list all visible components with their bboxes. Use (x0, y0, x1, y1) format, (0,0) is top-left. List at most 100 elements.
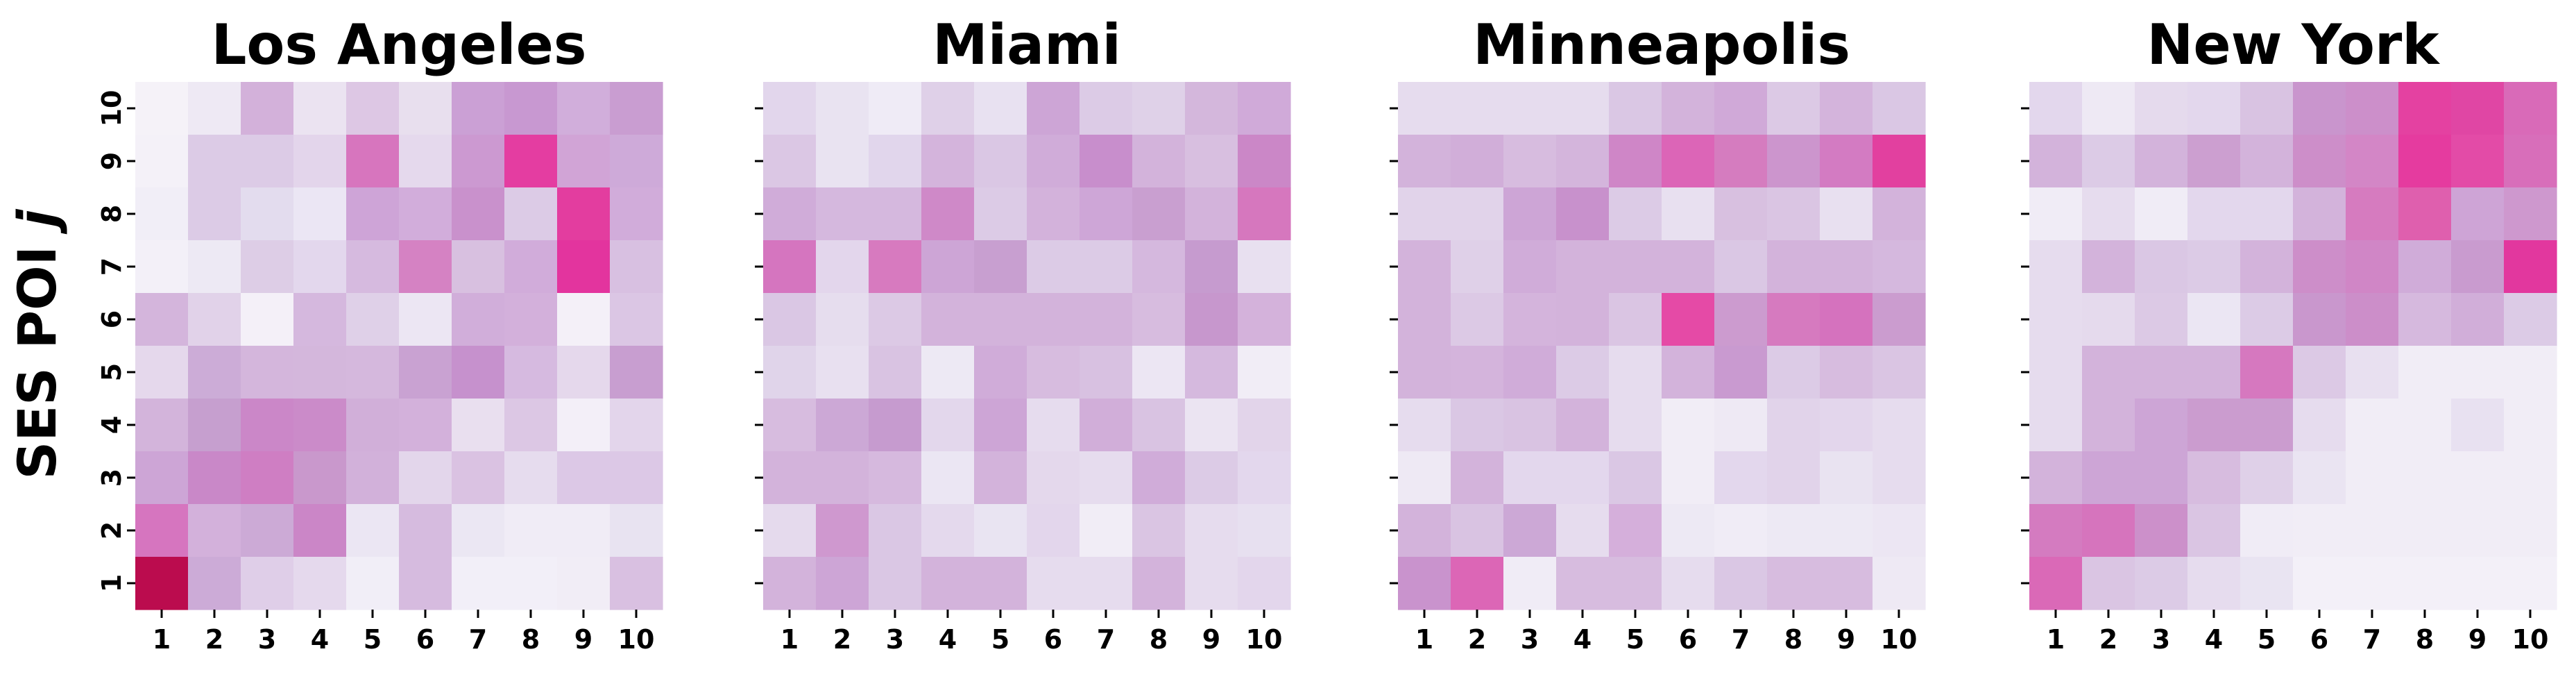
heatmap-cell (1132, 240, 1186, 294)
heatmap-cell (1080, 82, 1133, 135)
heatmap-cell (504, 504, 558, 558)
heatmap-cell (1820, 135, 1873, 188)
heatmap-cell (1767, 293, 1820, 346)
heatmap-cell (1238, 557, 1291, 610)
heatmap-cell (2029, 451, 2083, 505)
heatmap-cell (1767, 135, 1820, 188)
y-axis-label: SES POI j (6, 209, 68, 480)
heatmap-cell (1820, 451, 1873, 505)
heatmap-cell (763, 557, 817, 610)
heatmap-cell (2504, 240, 2557, 294)
heatmap-cell (557, 399, 611, 452)
heatmap-cell (921, 240, 975, 294)
heatmap-cell (1238, 135, 1291, 188)
y-tick-label: 10 (96, 90, 127, 127)
heatmap-cell (1503, 346, 1557, 399)
x-tick-label: 8 (2416, 624, 2434, 655)
heatmap-cell (816, 399, 869, 452)
heatmap-cell (610, 346, 663, 399)
x-tick-label: 2 (205, 624, 223, 655)
x-tick-label: 2 (833, 624, 851, 655)
heatmap-cell (921, 187, 975, 241)
heatmap-cell (869, 187, 922, 241)
heatmap-cell (816, 557, 869, 610)
x-tick-label: 2 (2099, 624, 2117, 655)
heatmap-cell (2135, 399, 2188, 452)
heatmap-cell (1398, 187, 1451, 241)
heatmap-cell (1503, 399, 1557, 452)
heatmap-cell (1873, 504, 1926, 558)
heatmap-cell (2398, 346, 2452, 399)
heatmap-cell (2029, 135, 2083, 188)
heatmap-cell (241, 504, 294, 558)
heatmap-cell (346, 187, 400, 241)
heatmap-cell (2398, 82, 2452, 135)
y-tick-label: 3 (96, 469, 127, 487)
heatmap-cell (2082, 451, 2135, 505)
heatmap-cell (1185, 240, 1238, 294)
heatmap-cell (504, 399, 558, 452)
heatmap-cell (2135, 135, 2188, 188)
heatmap-cell (1398, 504, 1451, 558)
heatmap-cell (557, 346, 611, 399)
heatmap-cell (1767, 451, 1820, 505)
heatmap-cell (921, 557, 975, 610)
heatmap-cell (974, 399, 1027, 452)
heatmap-cell (1609, 82, 1662, 135)
heatmap-cell (1080, 399, 1133, 452)
heatmap-cell (1609, 346, 1662, 399)
heatmap-cell (2135, 557, 2188, 610)
heatmap-cell (188, 451, 241, 505)
heatmap-cell (452, 135, 505, 188)
heatmap-cell (2451, 504, 2505, 558)
heatmap-cell (2187, 557, 2241, 610)
heatmap-cell (2451, 82, 2505, 135)
x-tick-label: 6 (1679, 624, 1697, 655)
heatmap-cell (241, 135, 294, 188)
heatmap-cell (1714, 557, 1768, 610)
heatmap-cell (2346, 557, 2399, 610)
heatmap-cell (610, 451, 663, 505)
heatmap-cell (2029, 82, 2083, 135)
y-tick-label: 8 (96, 205, 127, 223)
x-tick-label: 4 (2205, 624, 2223, 655)
x-tick-label: 8 (1784, 624, 1802, 655)
heatmap-cell (1767, 82, 1820, 135)
heatmap-cell (452, 451, 505, 505)
heatmap-cell (2504, 293, 2557, 346)
heatmap-cell (293, 451, 347, 505)
heatmap-cell (135, 293, 189, 346)
heatmap-miami: Miami 1 2 3 4 5 6 7 8 9 10 (755, 12, 1291, 655)
heatmap-cell (2135, 240, 2188, 294)
panel-title-minneapolis: Minneapolis (1473, 12, 1850, 77)
heatmap-cell (2293, 346, 2346, 399)
heatmap-cell (921, 399, 975, 452)
heatmap-cell (610, 240, 663, 294)
heatmap-cell (188, 135, 241, 188)
x-tick-label: 7 (469, 624, 487, 655)
heatmap-cell (346, 557, 400, 610)
x-tick-label: 1 (1415, 624, 1433, 655)
heatmap-cell (1027, 557, 1080, 610)
heatmap-cell (188, 82, 241, 135)
heatmap-cell (869, 82, 922, 135)
heatmap-cell (1451, 187, 1504, 241)
heatmap-cell (1503, 135, 1557, 188)
heatmap-cell (557, 504, 611, 558)
heatmap-cell (452, 293, 505, 346)
heatmap-cell (2135, 82, 2188, 135)
heatmap-cell (1662, 557, 1715, 610)
heatmap-cell (1662, 504, 1715, 558)
heatmap-cell (2240, 293, 2294, 346)
heatmap-cell (1027, 240, 1080, 294)
heatmap-cell (1609, 451, 1662, 505)
x-tick-label: 9 (1837, 624, 1855, 655)
heatmap-cell (2135, 451, 2188, 505)
heatmap-cell (816, 240, 869, 294)
heatmap-cell (2504, 187, 2557, 241)
heatmap-cell (2451, 187, 2505, 241)
heatmap-cell (557, 135, 611, 188)
heatmap-cell (1132, 451, 1186, 505)
heatmap-cell (816, 135, 869, 188)
heatmap-cell (2346, 504, 2399, 558)
